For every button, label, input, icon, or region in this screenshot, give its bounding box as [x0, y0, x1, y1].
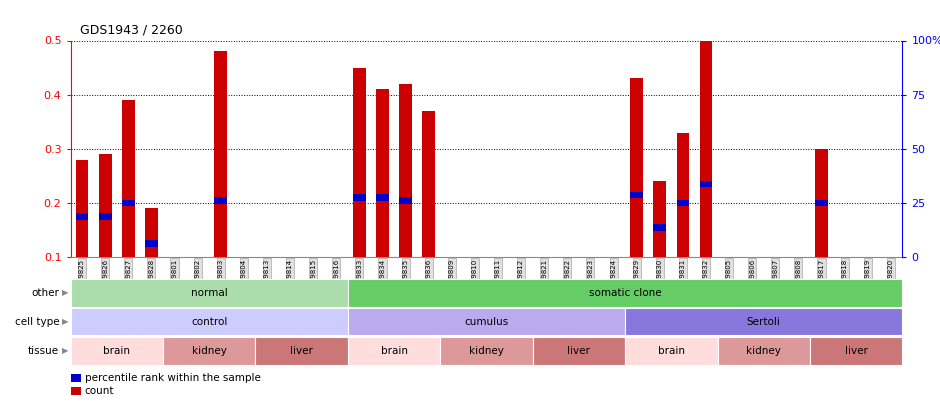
- Bar: [699, 30, 713, 257]
- Text: Sertoli: Sertoli: [746, 317, 781, 326]
- Text: percentile rank within the sample: percentile rank within the sample: [85, 373, 260, 383]
- Text: liver: liver: [845, 346, 868, 356]
- Text: brain: brain: [658, 346, 685, 356]
- Bar: [699, 181, 713, 187]
- Text: ▶: ▶: [62, 317, 69, 326]
- Text: count: count: [85, 386, 114, 396]
- Bar: [631, 192, 643, 198]
- Bar: [353, 194, 366, 201]
- Bar: [99, 213, 112, 220]
- Bar: [815, 200, 828, 206]
- Text: other: other: [31, 288, 59, 298]
- Bar: [422, 111, 435, 257]
- Bar: [145, 209, 158, 257]
- Bar: [214, 51, 227, 257]
- Bar: [122, 200, 134, 206]
- Bar: [353, 68, 366, 257]
- Text: brain: brain: [103, 346, 131, 356]
- Text: kidney: kidney: [469, 346, 504, 356]
- Text: kidney: kidney: [746, 346, 781, 356]
- Text: ▶: ▶: [62, 346, 69, 355]
- Text: liver: liver: [568, 346, 590, 356]
- Text: normal: normal: [191, 288, 227, 298]
- Bar: [76, 213, 88, 220]
- Bar: [653, 224, 666, 230]
- Bar: [400, 84, 412, 257]
- Bar: [815, 149, 828, 257]
- Bar: [631, 79, 643, 257]
- Text: GDS1943 / 2260: GDS1943 / 2260: [80, 23, 182, 36]
- Text: somatic clone: somatic clone: [588, 288, 662, 298]
- Bar: [76, 160, 88, 257]
- Text: liver: liver: [290, 346, 313, 356]
- Text: cumulus: cumulus: [464, 317, 509, 326]
- Text: kidney: kidney: [192, 346, 227, 356]
- Bar: [653, 181, 666, 257]
- Bar: [122, 100, 134, 257]
- Text: tissue: tissue: [28, 346, 59, 356]
- Text: control: control: [191, 317, 227, 326]
- Bar: [677, 200, 689, 206]
- Text: cell type: cell type: [15, 317, 59, 326]
- Bar: [376, 194, 389, 201]
- Bar: [677, 132, 689, 257]
- Bar: [145, 241, 158, 247]
- Bar: [99, 154, 112, 257]
- Bar: [376, 89, 389, 257]
- Bar: [214, 197, 227, 204]
- Text: ▶: ▶: [62, 288, 69, 297]
- Text: brain: brain: [381, 346, 408, 356]
- Bar: [400, 197, 412, 204]
